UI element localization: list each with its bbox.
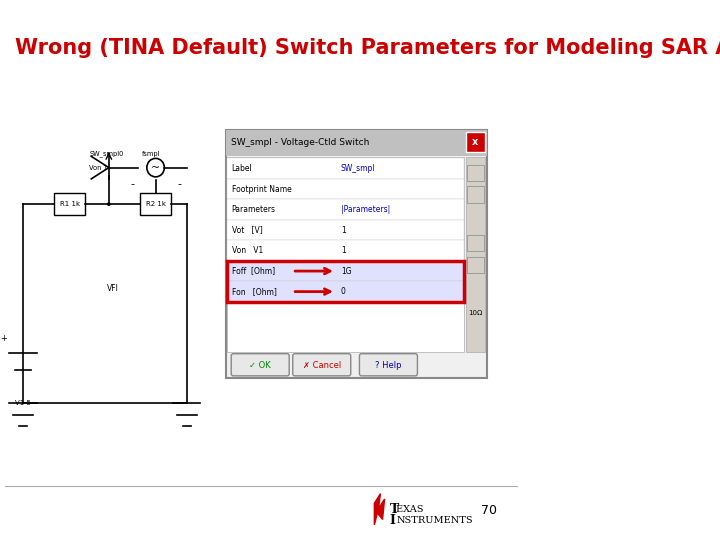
FancyBboxPatch shape bbox=[227, 179, 464, 199]
Text: -: - bbox=[177, 179, 181, 190]
Text: 10Ω: 10Ω bbox=[468, 310, 482, 316]
FancyBboxPatch shape bbox=[54, 193, 86, 215]
FancyBboxPatch shape bbox=[466, 157, 485, 352]
Text: Vot   [V]: Vot [V] bbox=[232, 226, 263, 234]
FancyBboxPatch shape bbox=[227, 199, 464, 220]
Text: ✗ Cancel: ✗ Cancel bbox=[302, 361, 341, 369]
FancyBboxPatch shape bbox=[467, 186, 484, 202]
Text: fsmpl: fsmpl bbox=[142, 151, 161, 157]
Text: SW_smpl0: SW_smpl0 bbox=[89, 150, 124, 157]
FancyBboxPatch shape bbox=[467, 256, 484, 273]
FancyBboxPatch shape bbox=[467, 235, 484, 251]
Text: 1G: 1G bbox=[341, 267, 351, 275]
Text: ✓ OK: ✓ OK bbox=[249, 361, 271, 369]
Text: x: x bbox=[472, 137, 479, 147]
FancyBboxPatch shape bbox=[359, 354, 418, 376]
Text: Foff  [Ohm]: Foff [Ohm] bbox=[232, 267, 275, 275]
FancyBboxPatch shape bbox=[227, 220, 464, 240]
Text: SW_smpl: SW_smpl bbox=[341, 164, 376, 173]
Text: ~: ~ bbox=[151, 163, 161, 173]
Text: 1: 1 bbox=[341, 246, 346, 255]
Text: V1 5: V1 5 bbox=[15, 401, 31, 407]
Text: +: + bbox=[0, 334, 7, 343]
Text: ? Help: ? Help bbox=[375, 361, 402, 369]
FancyBboxPatch shape bbox=[227, 158, 464, 179]
Text: Wrong (TINA Default) Switch Parameters for Modeling SAR ADC: Wrong (TINA Default) Switch Parameters f… bbox=[15, 38, 720, 58]
FancyBboxPatch shape bbox=[225, 130, 487, 378]
FancyBboxPatch shape bbox=[227, 157, 464, 352]
Text: T: T bbox=[390, 503, 399, 516]
Text: Label: Label bbox=[232, 164, 253, 173]
Text: -: - bbox=[130, 179, 134, 190]
FancyBboxPatch shape bbox=[466, 132, 485, 152]
FancyBboxPatch shape bbox=[293, 354, 351, 376]
FancyBboxPatch shape bbox=[227, 261, 464, 281]
Text: |Parameters|: |Parameters| bbox=[341, 205, 390, 214]
Text: NSTRUMENTS: NSTRUMENTS bbox=[397, 516, 473, 525]
Text: SW_smpl - Voltage-Ctld Switch: SW_smpl - Voltage-Ctld Switch bbox=[230, 138, 369, 147]
FancyBboxPatch shape bbox=[227, 240, 464, 261]
Text: R2 1k: R2 1k bbox=[145, 201, 166, 207]
FancyBboxPatch shape bbox=[140, 193, 171, 215]
FancyBboxPatch shape bbox=[225, 130, 487, 156]
Text: Von 1: Von 1 bbox=[89, 165, 108, 171]
Text: 1: 1 bbox=[341, 226, 346, 234]
Text: VFI: VFI bbox=[107, 284, 119, 293]
FancyBboxPatch shape bbox=[231, 354, 289, 376]
FancyBboxPatch shape bbox=[467, 165, 484, 181]
Text: EXAS: EXAS bbox=[397, 505, 427, 514]
Text: Parameters: Parameters bbox=[232, 205, 276, 214]
Text: R1 1k: R1 1k bbox=[60, 201, 80, 207]
Circle shape bbox=[108, 203, 110, 205]
Text: 70: 70 bbox=[482, 504, 498, 517]
Text: I: I bbox=[390, 514, 395, 527]
FancyBboxPatch shape bbox=[227, 281, 464, 302]
Text: Footprint Name: Footprint Name bbox=[232, 185, 292, 193]
Polygon shape bbox=[374, 494, 384, 525]
Text: 0: 0 bbox=[341, 287, 346, 296]
Text: Von   V1: Von V1 bbox=[232, 246, 263, 255]
Text: Fon   [Ohm]: Fon [Ohm] bbox=[232, 287, 276, 296]
